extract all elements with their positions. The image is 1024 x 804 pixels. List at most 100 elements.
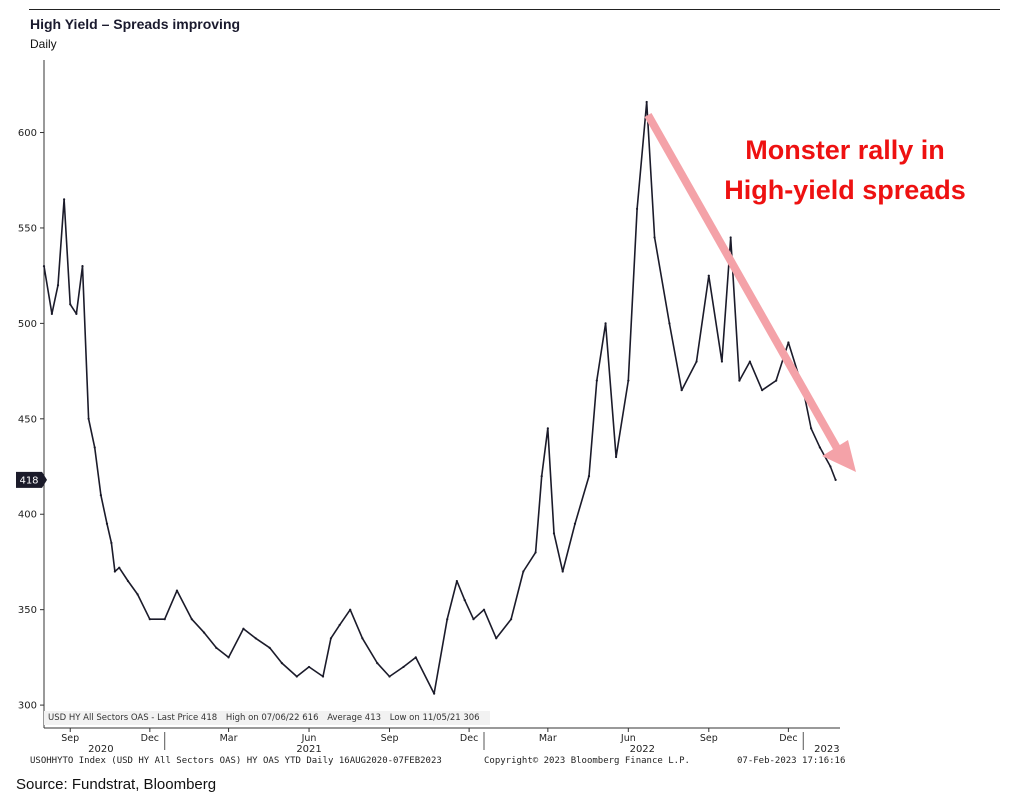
data-point xyxy=(829,465,832,468)
x-year-label: 2021 xyxy=(296,744,321,755)
data-point xyxy=(349,608,352,611)
legend-low: Low on 11/05/21 306 xyxy=(389,713,480,723)
data-point xyxy=(695,360,698,363)
data-point xyxy=(163,618,166,621)
x-tick-label: Sep xyxy=(61,733,79,744)
legend-average: Average 413 xyxy=(327,713,382,723)
data-point xyxy=(510,618,513,621)
data-point xyxy=(268,646,271,649)
data-point xyxy=(414,656,417,659)
source-note: Source: Fundstrat, Bloomberg xyxy=(16,776,217,793)
data-point xyxy=(540,474,543,478)
data-point xyxy=(148,618,151,621)
y-tick-label: 500 xyxy=(18,319,37,330)
x-tick-label: Jun xyxy=(301,733,317,744)
x-axis-ticks: Sep Dec Mar Jun Sep Dec Mar Jun Sep Dec 2020 2021 20… xyxy=(61,728,840,755)
x-tick-label: Mar xyxy=(220,733,238,744)
x-tick-label: Mar xyxy=(539,733,557,744)
data-point xyxy=(433,692,436,695)
data-point xyxy=(202,631,206,634)
data-point xyxy=(552,532,556,535)
y-axis-ticks: 300 350 400 450 500 550 600 xyxy=(18,128,44,712)
data-point xyxy=(818,446,821,449)
data-point xyxy=(190,618,193,621)
last-value-label: 418 xyxy=(19,475,38,486)
last-value-pointer xyxy=(42,471,47,488)
data-point xyxy=(105,522,109,525)
data-point xyxy=(446,618,449,621)
y-tick-label: 300 xyxy=(18,701,37,712)
data-point xyxy=(748,360,752,363)
data-point xyxy=(402,665,405,669)
chart-subtitle: Daily xyxy=(30,37,57,51)
trend-arrow xyxy=(644,113,856,472)
footer-index-info: USOHHYTO Index (USD HY All Sectors OAS) … xyxy=(30,756,442,766)
data-point xyxy=(680,389,683,392)
data-point xyxy=(707,274,710,277)
series-group xyxy=(42,100,837,695)
data-point xyxy=(522,570,525,573)
y-tick-label: 550 xyxy=(18,223,37,234)
y-tick-label: 600 xyxy=(18,128,37,139)
data-point xyxy=(338,623,341,627)
data-point xyxy=(69,303,72,306)
data-point xyxy=(321,675,325,678)
chart-axes xyxy=(43,60,840,729)
data-point xyxy=(75,312,78,315)
data-point xyxy=(775,379,778,382)
data-point xyxy=(761,389,764,392)
y-tick-label: 450 xyxy=(18,414,37,425)
data-point xyxy=(376,662,379,665)
data-point xyxy=(653,236,656,239)
data-point xyxy=(56,284,60,287)
data-point xyxy=(388,675,391,678)
data-point xyxy=(604,322,607,325)
data-point xyxy=(834,478,837,481)
annotation-line-2: High-yield spreads xyxy=(724,175,966,205)
chart-svg: 300 350 400 450 500 550 600 Sep Dec Mar Jun Sep Dec… xyxy=(16,60,856,755)
data-point xyxy=(595,379,598,382)
data-point xyxy=(455,579,458,583)
data-point xyxy=(720,360,724,363)
data-point xyxy=(738,379,741,382)
trend-arrow-shaft xyxy=(644,113,842,452)
data-point xyxy=(495,637,498,640)
data-point xyxy=(136,593,139,596)
annotation-text: Monster rally in High-yield spreads xyxy=(700,130,990,210)
data-point xyxy=(668,322,671,325)
x-year-label: 2023 xyxy=(814,744,839,755)
legend-bar: USD HY All Sectors OAS - Last Price 418 … xyxy=(44,711,490,725)
x-tick-label: Dec xyxy=(141,733,159,744)
x-tick-label: Dec xyxy=(460,733,478,744)
data-point xyxy=(254,637,257,640)
chart-title: High Yield – Spreads improving xyxy=(30,16,241,32)
data-point xyxy=(227,656,230,659)
data-point xyxy=(645,100,648,104)
data-point xyxy=(534,551,537,554)
x-tick-label: Sep xyxy=(381,733,399,744)
y-tick-label: 400 xyxy=(18,510,37,521)
top-rule xyxy=(29,9,1000,10)
data-point xyxy=(627,379,630,382)
data-point xyxy=(561,570,564,573)
x-tick-label: Jun xyxy=(620,733,636,744)
footer-copyright: Copyright© 2023 Bloomberg Finance L.P. xyxy=(484,756,690,766)
data-point xyxy=(42,265,46,268)
data-point xyxy=(635,207,639,210)
trend-arrow-head xyxy=(822,440,856,472)
x-tick-label: Sep xyxy=(700,733,718,744)
data-point xyxy=(810,427,813,430)
data-point xyxy=(329,637,333,640)
x-tick-label: Dec xyxy=(779,733,797,744)
y-tick-label: 350 xyxy=(18,605,37,616)
last-value-box xyxy=(16,471,42,488)
data-point xyxy=(110,541,113,544)
data-point xyxy=(361,637,364,640)
data-point xyxy=(87,417,90,420)
data-point xyxy=(729,236,732,239)
data-point xyxy=(99,494,102,497)
x-year-label: 2022 xyxy=(630,744,655,755)
data-point xyxy=(573,522,577,525)
data-point xyxy=(93,446,96,449)
data-point xyxy=(587,474,591,478)
